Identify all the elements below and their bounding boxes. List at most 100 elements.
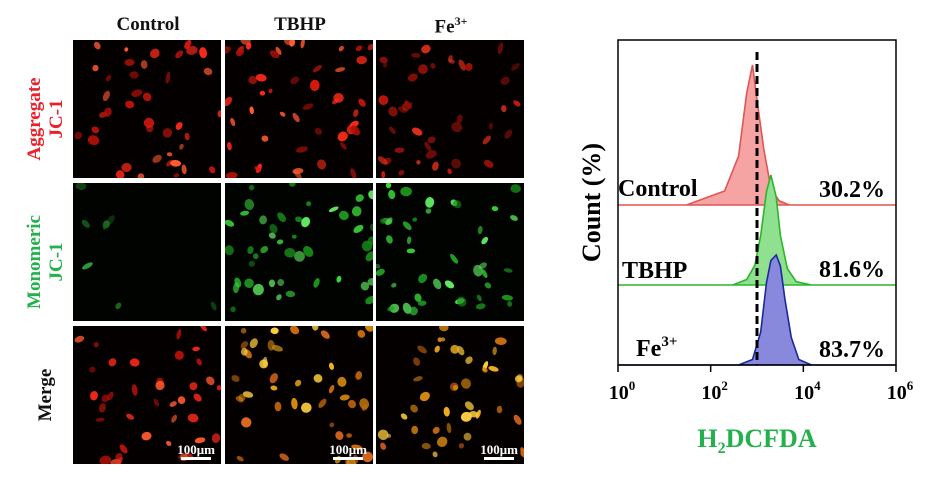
cell	[355, 371, 363, 380]
cell	[165, 71, 171, 84]
cell	[131, 384, 138, 396]
cell	[350, 168, 357, 178]
cell	[74, 131, 83, 140]
cell	[192, 346, 200, 352]
cell	[187, 413, 199, 423]
cell	[503, 268, 513, 273]
cell	[444, 280, 455, 289]
cell	[240, 210, 250, 216]
cell	[268, 88, 273, 94]
panel-aggregate-tbhp	[225, 40, 373, 178]
cell	[328, 362, 335, 370]
cell	[432, 426, 440, 434]
x-tick-label: 102	[701, 378, 728, 404]
cell	[416, 160, 421, 165]
cell	[464, 401, 474, 411]
cell	[411, 425, 419, 435]
cell	[410, 404, 418, 413]
cell	[196, 358, 202, 366]
cell	[301, 216, 311, 228]
scalebar-bar	[181, 457, 212, 460]
cell	[379, 56, 388, 64]
cell	[211, 433, 221, 443]
scalebar-bar	[333, 457, 364, 460]
scalebar-label: 100μm	[177, 442, 215, 457]
cell	[497, 42, 504, 55]
cell	[511, 63, 520, 71]
cell	[142, 92, 152, 102]
cell	[367, 277, 373, 286]
cell	[176, 329, 182, 340]
cell	[456, 296, 467, 307]
cell	[387, 306, 395, 312]
cell	[357, 329, 366, 338]
cell	[465, 63, 473, 71]
cell	[279, 453, 289, 461]
cell	[337, 131, 348, 142]
cell	[269, 224, 278, 234]
cell	[285, 290, 296, 298]
panel-aggregate-control	[73, 40, 221, 178]
cell	[81, 219, 90, 228]
cell	[199, 47, 208, 59]
cell	[402, 221, 412, 231]
scalebar: 100μm	[177, 443, 215, 460]
cell	[432, 161, 439, 171]
cell	[483, 159, 494, 168]
cell	[368, 190, 373, 200]
panel-merge-tbhp: 100μm	[225, 326, 373, 464]
cell	[189, 382, 198, 391]
cell	[274, 401, 282, 412]
cell	[409, 306, 418, 316]
scalebar: 100μm	[480, 443, 518, 460]
cell	[209, 166, 216, 174]
cell	[500, 76, 510, 85]
cell	[173, 173, 180, 178]
cell	[501, 105, 507, 113]
cell	[107, 391, 114, 401]
cell	[174, 350, 184, 360]
cell	[179, 143, 184, 150]
cell	[496, 405, 503, 414]
cell	[199, 326, 207, 332]
cell	[155, 380, 165, 391]
cell	[412, 217, 418, 222]
cell	[468, 410, 478, 418]
cell	[335, 67, 346, 73]
scalebar-bar	[484, 457, 515, 460]
cell	[90, 391, 98, 401]
series-area-0	[618, 64, 896, 206]
cell	[240, 347, 248, 356]
cell	[398, 170, 405, 176]
cell	[406, 236, 412, 245]
cell	[418, 273, 428, 284]
cell	[314, 127, 323, 135]
cell	[93, 41, 101, 50]
cell	[313, 278, 320, 288]
cell	[225, 219, 235, 227]
cell	[355, 45, 363, 52]
cell	[320, 330, 330, 339]
cell	[346, 458, 357, 464]
row-label-monomeric: Monomeric JC-1	[24, 187, 68, 337]
cell	[247, 246, 254, 255]
cell	[405, 102, 413, 109]
cell	[153, 398, 160, 407]
cell	[439, 326, 449, 332]
cell	[328, 385, 335, 394]
column-header-fe3: Fe3+	[434, 14, 468, 38]
cell	[269, 373, 278, 384]
cell	[376, 268, 385, 276]
cell	[482, 367, 488, 373]
cell	[476, 294, 482, 302]
cell	[377, 156, 388, 165]
column-header-control: Control	[116, 14, 180, 35]
cell	[291, 397, 298, 410]
cell	[382, 62, 388, 68]
cell	[225, 96, 233, 107]
cell	[504, 129, 513, 139]
cell	[152, 154, 162, 164]
cell	[311, 326, 319, 331]
cell	[400, 186, 412, 197]
cell	[488, 122, 494, 130]
